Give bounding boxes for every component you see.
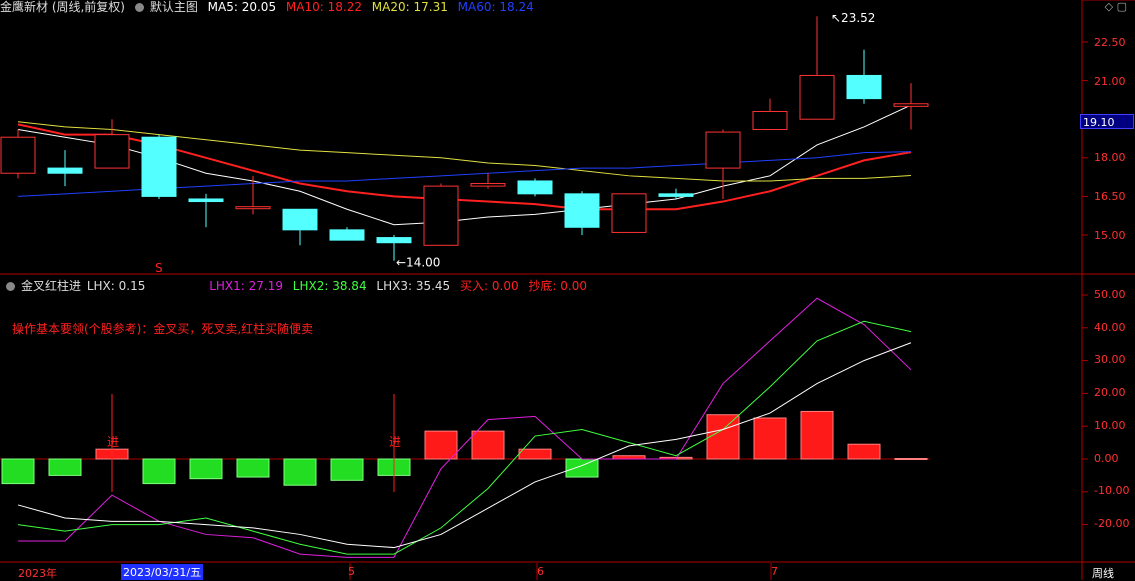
histogram-bar xyxy=(800,410,834,460)
candle-body xyxy=(94,134,130,169)
histogram-bar xyxy=(565,458,599,478)
y-tick: 22.50 xyxy=(1094,36,1126,49)
y-tick: 20.00 xyxy=(1094,386,1126,399)
candle-body xyxy=(141,136,177,197)
x-tick: 7 xyxy=(771,565,778,578)
bottom-value: 抄底: 0.00 xyxy=(528,279,587,293)
histogram-bar xyxy=(1,458,35,485)
y-tick: 30.00 xyxy=(1094,353,1126,366)
sub-indicator-name[interactable]: 金叉红柱进 xyxy=(21,279,82,293)
y-tick: 10.00 xyxy=(1094,419,1126,432)
histogram-bar xyxy=(706,414,740,460)
dropdown-dot-icon[interactable] xyxy=(6,282,15,291)
candle-body xyxy=(799,74,835,120)
histogram-bar xyxy=(894,458,928,461)
y-tick: 21.00 xyxy=(1094,75,1126,88)
buy-value: 买入: 0.00 xyxy=(460,279,519,293)
lhx3-line xyxy=(17,342,912,549)
histogram-bar xyxy=(142,458,176,485)
candle-body xyxy=(235,206,271,210)
candle-body xyxy=(517,180,553,195)
candle-body xyxy=(470,183,506,187)
histogram-bar xyxy=(847,443,881,460)
y-tick: 16.50 xyxy=(1094,190,1126,203)
candlestick-chart: ↖23.52 ←14.00 S xyxy=(0,11,929,275)
indicator-name[interactable]: 默认主图 xyxy=(149,0,198,14)
stock-title[interactable]: 金鹰新材 (周线,前复权) xyxy=(0,0,125,14)
candle-body xyxy=(329,229,365,241)
sub-panel-header: 金叉红柱进 LHX: 0.15 LHX1: 27.19 LHX2: 38.84 … xyxy=(0,279,593,293)
lhx3-value: LHX3: 35.45 xyxy=(376,279,451,293)
histogram-bar xyxy=(471,430,505,460)
strategy-note: 操作基本要领(个股参考)：金叉买，死叉卖,红柱买随便卖 xyxy=(12,322,314,336)
panel-controls[interactable]: ◇ ▢ xyxy=(1104,0,1127,13)
lhx2-value: LHX2: 38.84 xyxy=(292,279,367,293)
lhx1-value: LHX1: 27.19 xyxy=(209,279,283,293)
candle-body xyxy=(564,193,600,228)
ma60-label: MA60: 18.24 xyxy=(457,0,534,14)
x-tick: 6 xyxy=(537,565,544,578)
candle-body xyxy=(282,208,318,231)
ma5-label: MA5: 20.05 xyxy=(207,0,277,14)
cursor-date: 2023/03/31/五 xyxy=(121,564,204,580)
period-button[interactable]: 周线 xyxy=(1092,567,1114,580)
candle-body xyxy=(47,167,83,174)
dropdown-dot-icon[interactable] xyxy=(134,3,144,12)
current-price-tag: 19.10 xyxy=(1080,114,1134,129)
histogram-bar xyxy=(424,430,458,460)
lhx2-line xyxy=(17,320,912,555)
histogram-bar xyxy=(283,458,317,486)
histogram-bar xyxy=(236,458,270,478)
indicator-chart: 进进 xyxy=(1,297,928,558)
entry-signal-label: 进 xyxy=(107,435,119,449)
sell-marker: S xyxy=(155,261,163,275)
histogram-bar xyxy=(48,458,82,476)
entry-signal-label: 进 xyxy=(389,435,401,449)
candle-body xyxy=(705,131,741,169)
high-annotation: ↖23.52 xyxy=(831,11,875,25)
x-tick: 2023年 xyxy=(18,567,57,580)
candle-body xyxy=(846,74,882,100)
y-tick: 40.00 xyxy=(1094,321,1126,334)
candle-body xyxy=(188,198,224,203)
ma20-line xyxy=(17,121,912,182)
low-annotation: ←14.00 xyxy=(396,256,440,270)
candle-body xyxy=(658,193,694,197)
candle-body xyxy=(611,193,647,233)
histogram-bar xyxy=(753,417,787,460)
lhx-value: LHX: 0.15 xyxy=(86,279,146,293)
histogram-bar xyxy=(189,458,223,480)
histogram-bar xyxy=(518,448,552,460)
y-tick: 0.00 xyxy=(1094,452,1119,465)
ma10-label: MA10: 18.22 xyxy=(285,0,362,14)
histogram-bar xyxy=(330,458,364,481)
y-tick: -10.00 xyxy=(1094,484,1130,497)
y-tick: -20.00 xyxy=(1094,517,1130,530)
y-tick: 15.00 xyxy=(1094,229,1126,242)
candle-body xyxy=(423,185,459,246)
candle-body xyxy=(893,103,929,107)
candle-body xyxy=(376,237,412,244)
y-tick: 18.00 xyxy=(1094,151,1126,164)
ma20-label: MA20: 17.31 xyxy=(371,0,448,14)
candle-body xyxy=(752,110,788,130)
main-panel-header: 金鹰新材 (周线,前复权) 默认主图 MA5: 20.05 MA10: 18.2… xyxy=(0,0,540,14)
candle-body xyxy=(0,136,36,174)
x-tick: 5 xyxy=(348,565,355,578)
y-tick: 50.00 xyxy=(1094,288,1126,301)
